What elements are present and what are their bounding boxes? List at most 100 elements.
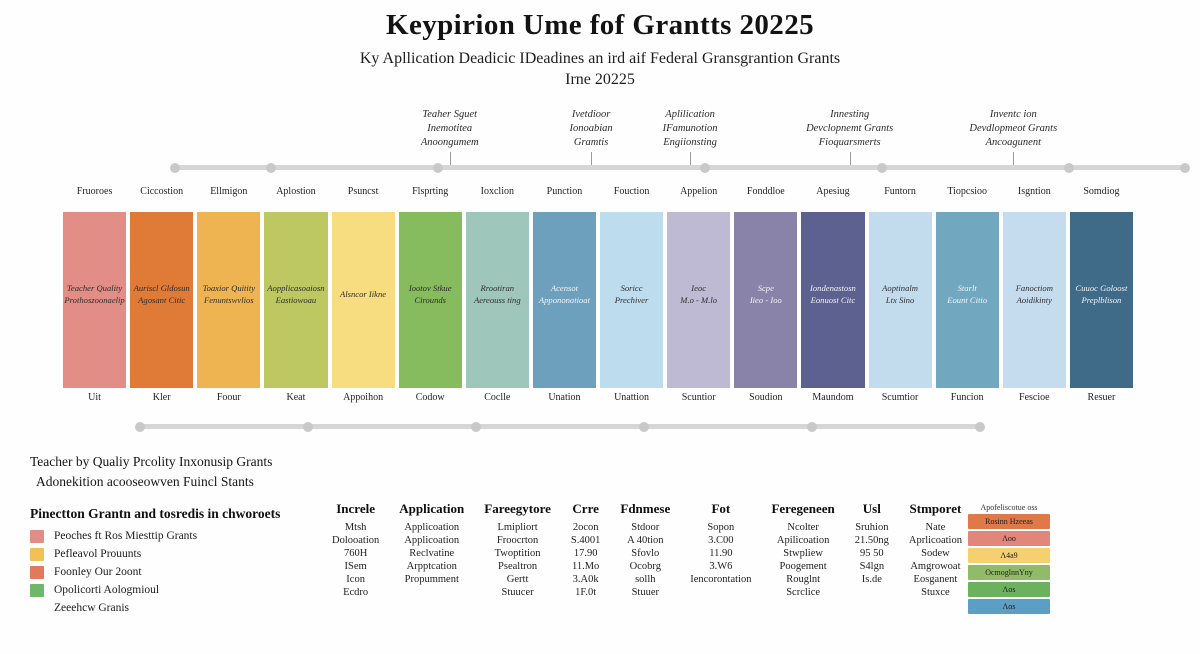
bar[interactable]: Auriscl Gldosun Agosant Citic	[130, 212, 194, 388]
bar[interactable]: Ieoc M.o - M.lo	[667, 212, 731, 388]
table-column-header[interactable]: Application	[399, 501, 465, 516]
table-cell: Stwpliew	[783, 548, 823, 559]
table-cell: A 40tion	[627, 535, 664, 546]
bar-label-line: Iootov Stkue	[408, 282, 452, 293]
bar[interactable]: Aopplicasoaiosn Eastiowoau	[264, 212, 328, 388]
color-chip[interactable]: Λоs	[968, 582, 1050, 597]
table-cell: Aprlicoation	[908, 535, 962, 546]
table-column-header[interactable]: Fareegytore	[484, 501, 551, 516]
table-cell: 17.90	[573, 548, 598, 559]
timeline-node[interactable]	[807, 421, 817, 432]
bar-label-line: Eastiowoau	[275, 295, 317, 305]
timeline-node[interactable]	[639, 421, 649, 432]
table-cell: Propumment	[404, 574, 459, 585]
color-chip[interactable]: OcmoglnnΥny	[968, 565, 1050, 580]
bar-label-line: Cirounds	[414, 295, 447, 305]
column-label-bottom: Resuer	[1087, 392, 1116, 403]
column-label-top: Appelion	[680, 186, 718, 197]
bar-label-line: Teacher Quality	[66, 282, 123, 293]
bar[interactable]: Aoptinalm Ltx Sino	[868, 212, 932, 388]
data-table: Increle Application Fareegytore Crre Fdnmese…	[322, 500, 972, 599]
legend-item[interactable]: Opolicorti Aologmioul	[30, 581, 280, 599]
table-cell: 760H	[343, 548, 368, 559]
legend-swatch-placeholder	[30, 602, 44, 615]
timeline-node[interactable]	[432, 162, 443, 173]
table-column-header[interactable]: Increle	[336, 501, 375, 516]
table-column-header[interactable]: Feregeneen	[771, 501, 835, 516]
legend-item-label: Pefleavol Prouunts	[54, 548, 142, 560]
timeline-node[interactable]	[170, 162, 180, 173]
column-label-top: Fouction	[613, 186, 650, 197]
table-cell: Gertt	[506, 574, 529, 585]
annotation-connector-tick	[1013, 152, 1015, 169]
table-column-header[interactable]: Fot	[711, 501, 731, 516]
timeline-node[interactable]	[975, 421, 985, 432]
lower-note-line1: Teacher by Qualiy Prcolity Inxonusip Gra…	[30, 454, 273, 469]
legend-item-list: Peoches ft Ros Miesttip Grants Pefleavol …	[30, 527, 280, 617]
column-label-bottom: Kler	[152, 392, 171, 403]
bar[interactable]: Starlt Eount Citio	[935, 212, 999, 388]
bar[interactable]: Scpe Iieo - Ioo	[734, 212, 798, 388]
timeline-node[interactable]	[877, 162, 887, 173]
table-cell: Iencorontation	[690, 574, 752, 585]
table-column-header[interactable]: Usl	[862, 501, 881, 516]
bar[interactable]: Teacher Quality Prothoszoonaelip	[63, 212, 127, 388]
bar[interactable]: Acensot Appononatioat	[532, 212, 596, 388]
bar[interactable]: Toaxior Quitity Fenuntswvlios	[197, 212, 261, 388]
bar-label: Starlt Eount Citio	[944, 282, 990, 307]
table-cell	[389, 586, 474, 599]
legend-swatch	[30, 547, 44, 561]
table-column-header[interactable]: Crre	[572, 501, 599, 516]
bar-label-line: Rrootiran	[480, 282, 515, 293]
timeline-node[interactable]	[1063, 162, 1074, 173]
table-cell: S.4001	[570, 535, 601, 546]
page-title: Keypirion Ume fof Grantts 20225	[385, 9, 814, 41]
column-label-bottom: Uit	[88, 392, 101, 403]
bar[interactable]: Soricc Prechiver	[600, 212, 664, 388]
bar-label: Ieoc M.o - M.lo	[677, 282, 720, 307]
color-chip[interactable]: Rosinn Hzeeas	[968, 514, 1050, 529]
color-chip[interactable]: Λαѕ	[968, 599, 1050, 614]
timeline-node[interactable]	[303, 421, 313, 432]
table-cell: Arpptcation	[406, 561, 457, 572]
table-column-header[interactable]: Stmporet	[909, 501, 962, 516]
table-cell: Stuxce	[921, 587, 950, 598]
timeline-node[interactable]	[1180, 162, 1190, 173]
bar-label-line: Acensot	[550, 282, 579, 293]
bar-group: Teacher Quality Prothoszoonaelip Auriscl G…	[63, 212, 1137, 388]
bar[interactable]: Rrootiran Aereouss ting	[465, 212, 529, 388]
bar[interactable]: Iondenastosn Eonuost Citc	[801, 212, 865, 388]
color-chip[interactable]: Λ4а9	[968, 548, 1050, 563]
column-label-bottom: Scuntior	[681, 392, 716, 403]
bar[interactable]: Iootov Stkue Cirounds	[398, 212, 462, 388]
color-chip[interactable]: Λоo	[968, 531, 1050, 546]
timeline-node[interactable]	[471, 421, 481, 432]
upper-annotation-line: IFamunotion	[662, 122, 718, 134]
legend-item[interactable]: Peoches ft Ros Miesttip Grants	[30, 527, 280, 545]
bar[interactable]: Fanoctiom Aoidikinty	[1002, 212, 1066, 388]
table-row: Dolooation Applicoation Froocrton S.4001 A 4…	[322, 534, 972, 547]
upper-annotation-group: Teaher Sguet Inemotitea Anoongumem Ivetdioo…	[0, 108, 1200, 169]
legend-item[interactable]: Zeeehcw Granis	[30, 599, 280, 617]
bar[interactable]: Cuuoc Goloost Preplblison	[1069, 212, 1133, 388]
legend-item[interactable]: Pefleavol Prouunts	[30, 545, 280, 563]
timeline-node[interactable]	[700, 162, 711, 173]
upper-annotation-line: Innesting	[830, 109, 870, 120]
table-cell: 95 50	[860, 548, 884, 559]
timeline-node[interactable]	[135, 421, 145, 432]
table-cell	[680, 586, 761, 599]
bar-label-line: Iondenastosn	[810, 282, 856, 293]
bar[interactable]: Alsncor Iikne	[331, 212, 395, 388]
table-cell	[845, 586, 899, 599]
table-column-header[interactable]: Fdnmese	[620, 501, 671, 516]
bar-label-line: Prechiver	[614, 295, 649, 305]
table-cell: Scrclice	[786, 587, 821, 598]
legend-item[interactable]: Foonley Our 2oont	[30, 563, 280, 581]
timeline-node[interactable]	[265, 162, 276, 173]
table-cell: Sodew	[921, 548, 950, 559]
table-cell: 11.Mo	[571, 561, 600, 572]
bar-label: Cuuoc Goloost Preplblison	[1073, 282, 1131, 307]
bar-label-line: Fenuntswvlios	[203, 295, 254, 305]
column-label-top: Funtorn	[884, 186, 916, 197]
bar-label-line: Aereouss ting	[473, 295, 521, 305]
